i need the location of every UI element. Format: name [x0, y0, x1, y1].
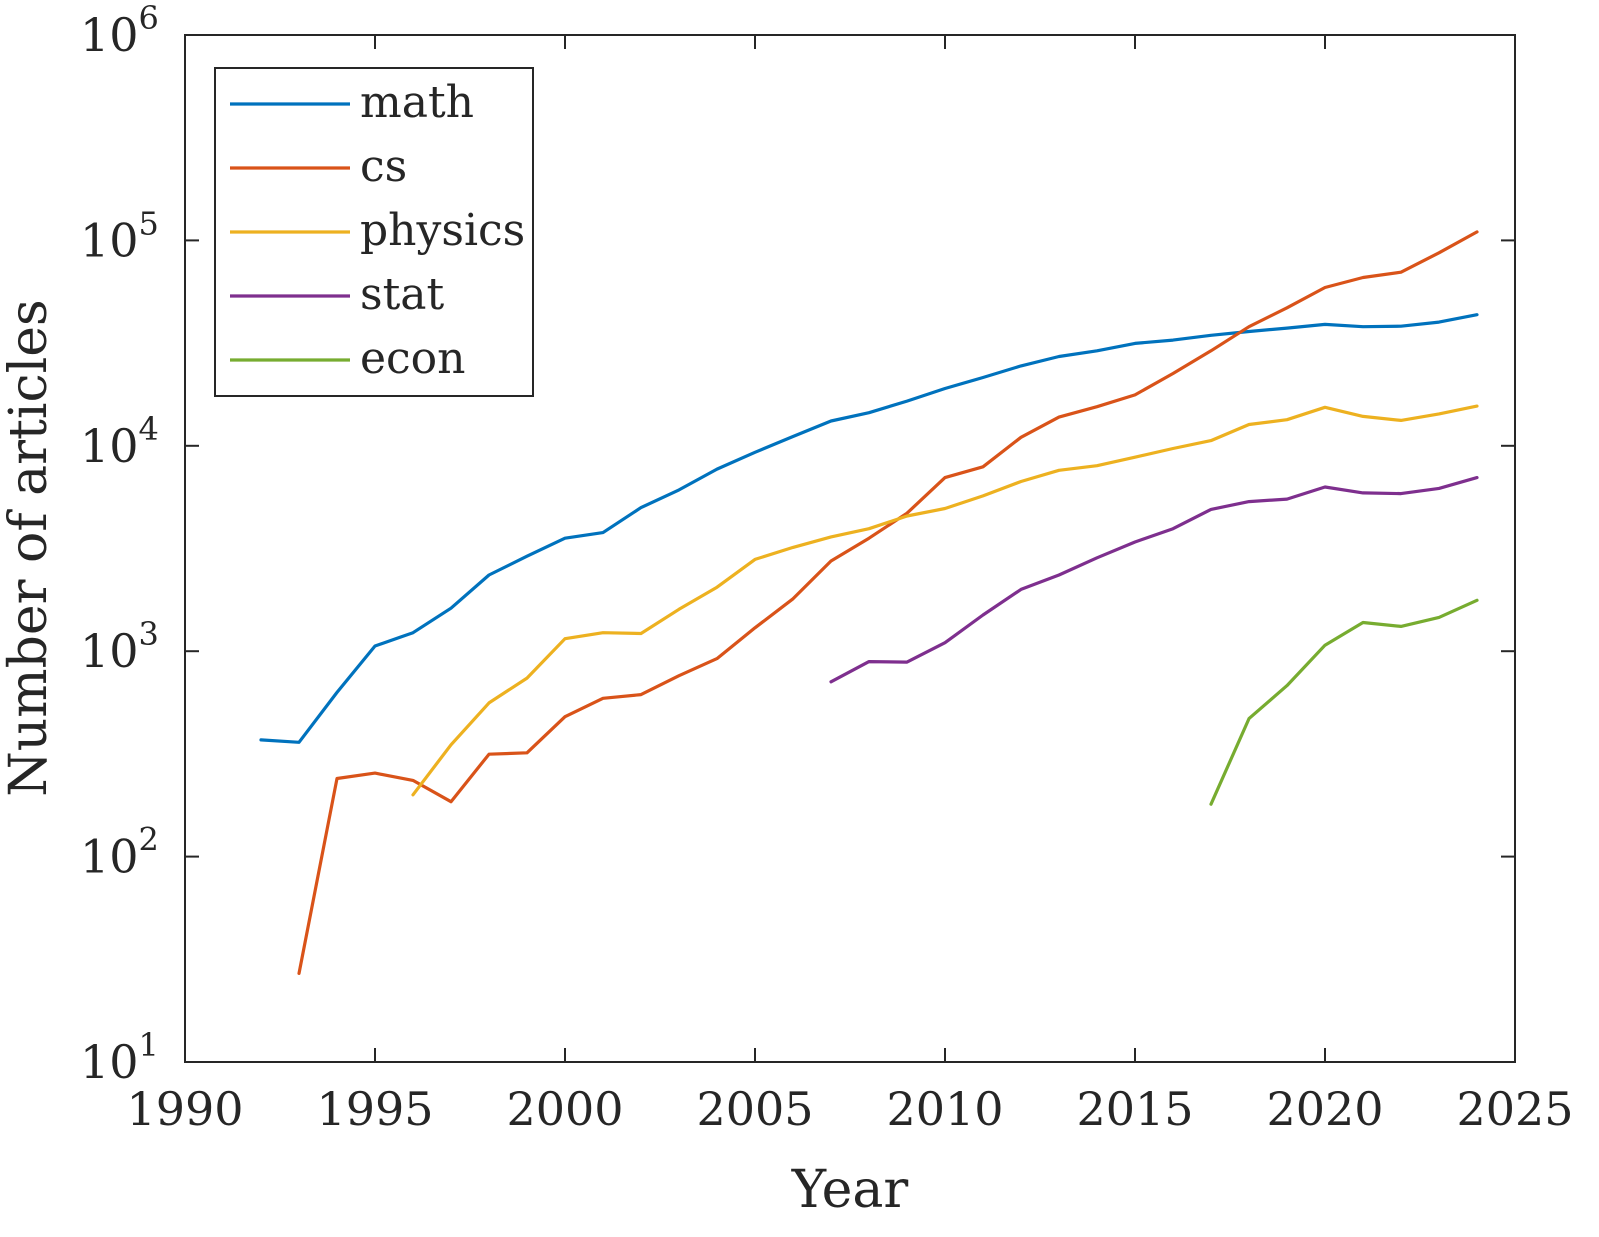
- y-tick-label: 103: [80, 615, 159, 678]
- series-line-econ: [1209, 598, 1479, 806]
- x-tick-label: 1995: [316, 1082, 433, 1136]
- x-axis-title: Year: [791, 1160, 909, 1220]
- series-line-math: [259, 313, 1479, 744]
- y-axis-title: Number of articles: [0, 299, 59, 796]
- series-line-physics: [411, 404, 1479, 797]
- x-tick-label: 2025: [1456, 1082, 1573, 1136]
- legend-label-econ: econ: [360, 333, 466, 384]
- legend-label-math: math: [360, 77, 474, 128]
- legend-label-cs: cs: [360, 141, 407, 192]
- y-tick-label: 105: [80, 204, 159, 267]
- x-tick-label: 2015: [1076, 1082, 1193, 1136]
- x-tick-label: 2010: [886, 1082, 1003, 1136]
- y-tick-label: 106: [80, 0, 159, 62]
- legend-label-stat: stat: [360, 269, 444, 320]
- series-line-stat: [829, 476, 1479, 684]
- legend: math cs physics stat econ: [214, 67, 534, 397]
- series-line-cs: [297, 230, 1479, 976]
- plot-frame: [184, 34, 1516, 1063]
- y-tick-label: 104: [80, 410, 159, 473]
- x-tick-label: 1990: [126, 1082, 243, 1136]
- x-tick-label: 2005: [696, 1082, 813, 1136]
- y-tick-label: 101: [80, 1026, 159, 1089]
- legend-label-physics: physics: [360, 205, 525, 256]
- x-tick-label: 2000: [506, 1082, 623, 1136]
- x-tick-label: 2020: [1266, 1082, 1383, 1136]
- y-tick-label: 102: [80, 821, 159, 884]
- tick-layer: 1990 1995 2000 2005 2010 2015 2020 2025 101 102 10…: [80, 0, 1574, 1136]
- series-layer: [259, 230, 1479, 976]
